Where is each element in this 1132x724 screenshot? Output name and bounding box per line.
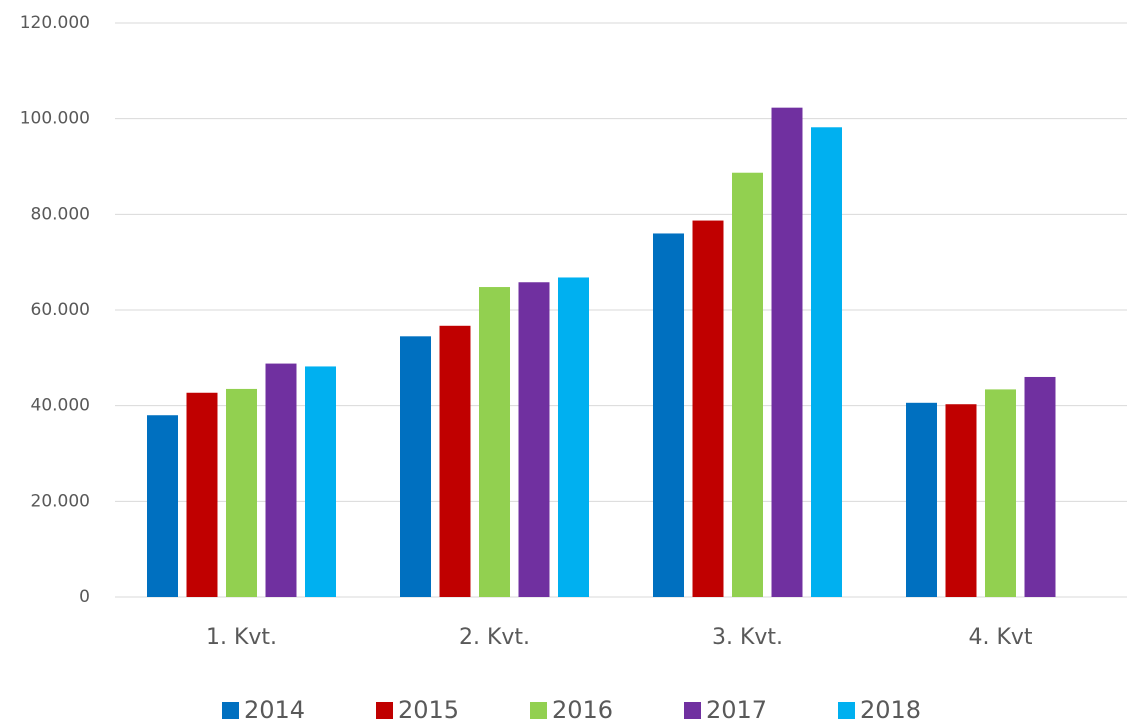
legend-label: 2016 bbox=[552, 696, 613, 724]
legend-swatch bbox=[684, 702, 701, 719]
bar bbox=[653, 233, 684, 597]
x-tick-label: 3. Kvt. bbox=[712, 625, 783, 650]
bar bbox=[265, 363, 297, 597]
bar bbox=[1024, 376, 1056, 597]
legend-swatch bbox=[530, 702, 547, 719]
legend-swatch bbox=[376, 702, 393, 719]
legend-label: 2014 bbox=[244, 696, 305, 724]
x-tick-label: 1. Kvt. bbox=[206, 625, 277, 650]
bar bbox=[186, 392, 218, 597]
bar bbox=[945, 404, 977, 597]
x-tick-label: 4. Kvt bbox=[968, 625, 1032, 650]
y-tick-label: 80.000 bbox=[31, 204, 90, 224]
legend-label: 2017 bbox=[706, 696, 767, 724]
legend-label: 2015 bbox=[398, 696, 459, 724]
bar bbox=[906, 402, 937, 597]
y-tick-label: 120.000 bbox=[20, 13, 90, 33]
bar bbox=[985, 389, 1016, 597]
bar bbox=[518, 282, 550, 597]
y-tick-label: 20.000 bbox=[31, 491, 90, 511]
y-tick-label: 100.000 bbox=[20, 109, 90, 129]
bar bbox=[732, 172, 763, 598]
legend-label: 2018 bbox=[860, 696, 921, 724]
x-tick-label: 2. Kvt. bbox=[459, 625, 530, 650]
y-tick-label: 0 bbox=[79, 587, 90, 607]
bar bbox=[147, 415, 178, 597]
bar bbox=[811, 127, 842, 597]
bar bbox=[771, 107, 803, 597]
bar bbox=[439, 325, 471, 597]
bar bbox=[400, 336, 431, 597]
bar bbox=[558, 277, 589, 597]
y-tick-label: 60.000 bbox=[31, 300, 90, 320]
bar bbox=[226, 388, 257, 597]
bar bbox=[305, 366, 336, 597]
bar bbox=[479, 287, 510, 597]
y-tick-label: 40.000 bbox=[31, 396, 90, 416]
legend-swatch bbox=[222, 702, 239, 719]
legend-swatch bbox=[838, 702, 855, 719]
bar bbox=[692, 220, 724, 597]
